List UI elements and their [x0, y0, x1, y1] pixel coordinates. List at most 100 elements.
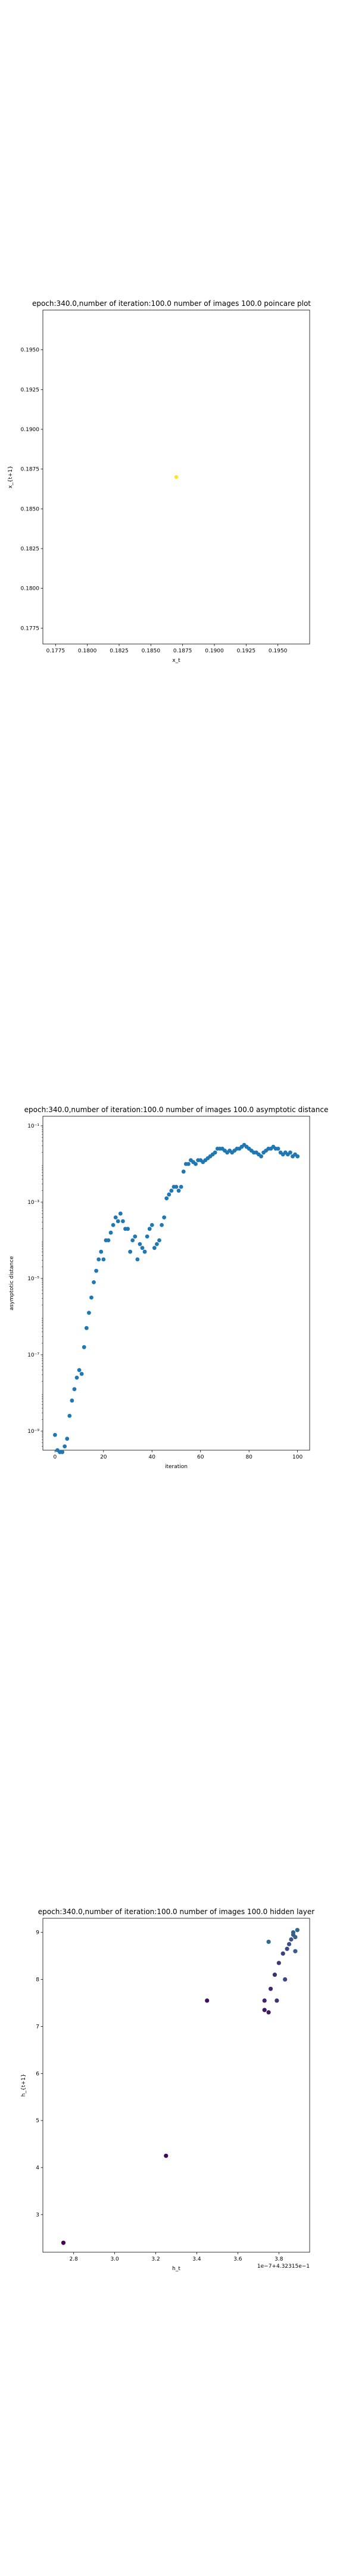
asymptotic-point [160, 1223, 164, 1227]
asymptotic-point [295, 1154, 300, 1159]
asymptotic-point [174, 1185, 179, 1189]
hidden-layer-point [262, 2008, 267, 2012]
y-tick-label: 10⁻³ [27, 1200, 39, 1206]
asymptotic-point [74, 1376, 79, 1380]
hidden-layer-point [293, 1949, 298, 1953]
hidden-layer-point [295, 1928, 300, 1933]
y-tick-label: 0.1800 [21, 586, 40, 592]
y-tick-label: 9 [36, 1930, 39, 1936]
hidden-layer-point [164, 2153, 169, 2158]
x-tick-label: 0.1900 [205, 648, 224, 654]
y-tick-label: 0.1875 [21, 467, 40, 473]
hidden-layer-point [289, 1937, 294, 1942]
hidden-layer-point [268, 1986, 273, 1991]
asymptotic-point [92, 1280, 96, 1284]
hidden-layer-point [280, 1951, 285, 1956]
hidden-layer-y-ticks: 3 4 5 6 7 8 9 [36, 1930, 43, 2218]
y-tick-label: 6 [36, 2071, 39, 2077]
asymptotic-point [82, 1345, 86, 1349]
asymptotic-point [84, 1326, 89, 1330]
poincare-x-ticks: 0.1775 0.1800 0.1825 0.1850 0.1875 0.1900 0.19… [46, 644, 288, 654]
y-tick-label: 0.1900 [21, 427, 40, 433]
x-tick-label: 0.1925 [237, 648, 256, 654]
x-tick-label: 80 [245, 1454, 252, 1460]
asymptotic-x-ticks: 0 20 40 60 80 100 [53, 1450, 303, 1460]
x-tick-label: 0.1775 [46, 648, 66, 654]
poincare-chart: epoch:340.0,number of iteration:100.0 nu… [8, 299, 311, 664]
asymptotic-point [138, 1242, 142, 1246]
asymptotic-point [162, 1215, 167, 1219]
asymptotic-point [106, 1238, 111, 1243]
y-tick-label: 4 [36, 2165, 39, 2171]
y-tick-label: 10⁻⁷ [27, 1352, 39, 1358]
asymptotic-point [86, 1311, 91, 1315]
hidden-layer-points [61, 1928, 300, 2245]
asymptotic-point [186, 1162, 191, 1166]
y-tick-label: 0.1825 [21, 546, 40, 552]
hidden-layer-plot-area [42, 1918, 310, 2253]
x-tick-label: 3.6 [233, 2256, 242, 2262]
hidden-layer-point [285, 1946, 289, 1951]
asymptotic-point [72, 1387, 77, 1392]
asymptotic-point [126, 1227, 130, 1231]
x-tick-label: 40 [149, 1454, 156, 1460]
hidden-layer-point [283, 1977, 288, 1982]
asymptotic-point [94, 1268, 99, 1273]
asymptotic-point [147, 1227, 152, 1231]
y-tick-label: 5 [36, 2118, 39, 2124]
hidden-layer-point [262, 1998, 267, 2003]
hidden-layer-point [272, 1973, 277, 1977]
asymptotic-point [128, 1249, 133, 1254]
x-tick-label: 60 [197, 1454, 204, 1460]
y-tick-label: 0.1950 [21, 348, 40, 354]
x-tick-label: 0.1800 [78, 648, 97, 654]
asymptotic-y-ticks: 10⁻⁹ 10⁻⁷ 10⁻⁵ 10⁻³ 10⁻¹ [27, 1123, 43, 1447]
y-tick-label: 0.1775 [21, 626, 40, 631]
hidden-layer-point [275, 1998, 279, 2003]
asymptotic-point [65, 1436, 70, 1441]
asymptotic-point [288, 1150, 292, 1155]
y-tick-label: 0.1850 [21, 506, 40, 512]
asymptotic-point [113, 1215, 118, 1219]
asymptotic-point [213, 1150, 217, 1155]
asymptotic-point [133, 1234, 138, 1239]
hidden-layer-point [286, 1942, 292, 1946]
asymptotic-point [89, 1295, 93, 1300]
asymptotic-x-axis-label: iteration [165, 1464, 188, 1470]
hidden-layer-point [293, 1934, 298, 1940]
asymptotic-point [60, 1450, 64, 1454]
asymptotic-point [194, 1162, 198, 1166]
asymptotic-point [181, 1169, 186, 1174]
asymptotic-point [155, 1242, 159, 1246]
asymptotic-point [79, 1371, 84, 1376]
asymptotic-point [179, 1185, 183, 1189]
x-tick-label: 100 [292, 1454, 303, 1460]
poincare-points [174, 475, 179, 479]
hidden-layer-point [276, 1961, 281, 1965]
asymptotic-point [108, 1230, 113, 1235]
x-tick-label: 3.2 [151, 2256, 160, 2262]
asymptotic-point [259, 1154, 263, 1159]
y-tick-label: 8 [36, 1977, 39, 1983]
hidden-layer-point [291, 1930, 296, 1935]
y-tick-label: 7 [36, 2024, 39, 2030]
hidden-layer-x-axis-label: h_t [172, 2266, 180, 2272]
asymptotic-plot-area [42, 1116, 310, 1451]
asymptotic-point [130, 1238, 135, 1243]
asymptotic-point [152, 1246, 157, 1250]
poincare-point [174, 475, 179, 479]
asymptotic-point [52, 1433, 57, 1437]
asymptotic-point [67, 1414, 72, 1418]
x-tick-label: 3.8 [275, 2256, 283, 2262]
poincare-y-ticks: 0.1775 0.1800 0.1825 0.1850 0.1875 0.1900 0.19… [21, 348, 43, 631]
hidden-layer-chart-title: epoch:340.0,number of iteration:100.0 nu… [38, 1908, 314, 1916]
x-tick-label: 0.1950 [269, 648, 288, 654]
asymptotic-point [99, 1249, 104, 1254]
asymptotic-point [164, 1196, 169, 1200]
x-tick-label: 3.0 [110, 2256, 119, 2262]
asymptotic-distance-chart: epoch:340.0,number of iteration:100.0 nu… [9, 1106, 328, 1470]
y-tick-label: 10⁻⁹ [27, 1429, 39, 1435]
asymptotic-point [111, 1223, 116, 1227]
hidden-layer-y-axis-label: h_{t+1} [21, 2074, 27, 2097]
asymptotic-points [52, 1143, 300, 1454]
